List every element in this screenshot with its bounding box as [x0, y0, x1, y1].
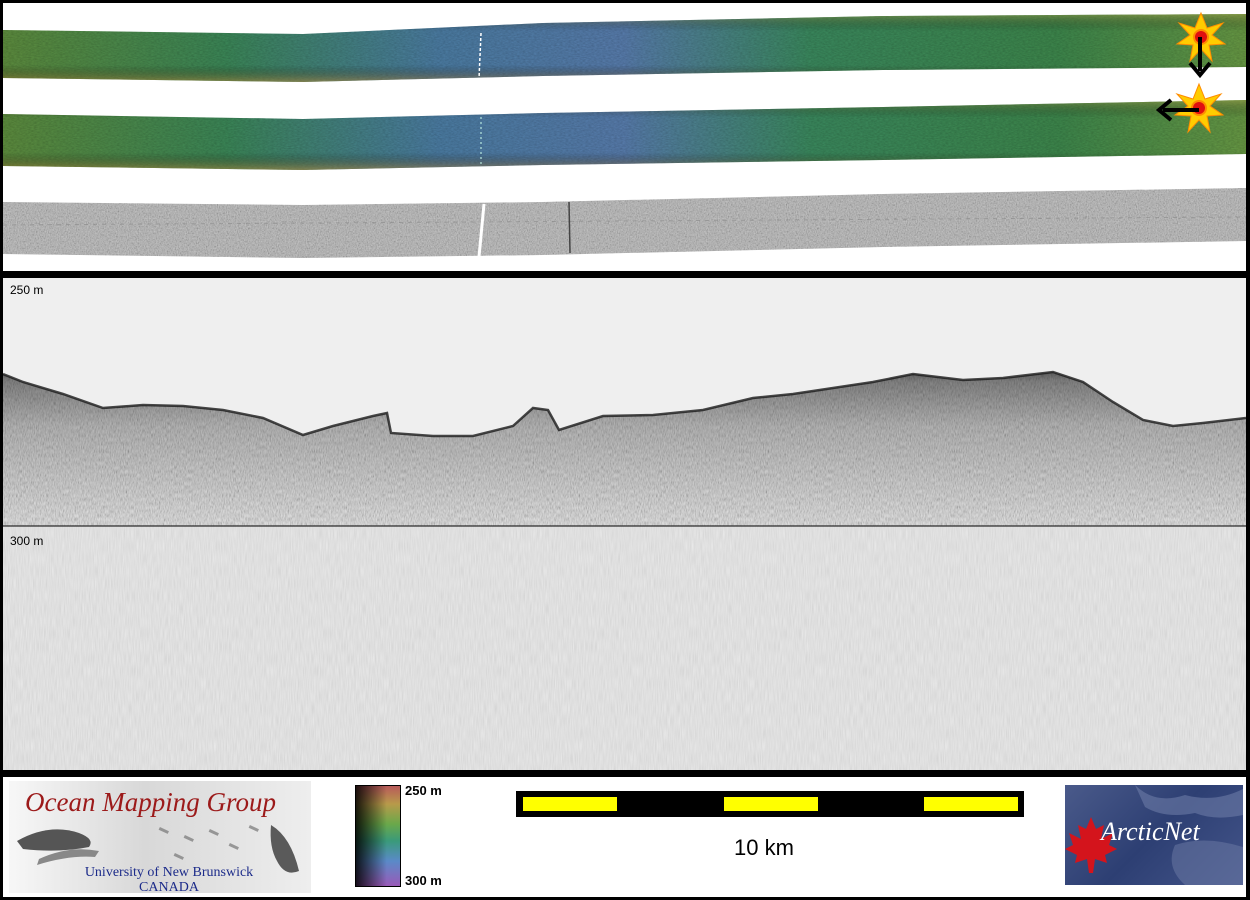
- maple-leaf-icon: [1065, 817, 1117, 873]
- color-ramp-shading: [356, 786, 400, 886]
- omg-logo-graphic: [17, 824, 299, 873]
- profile-svg: [3, 370, 1246, 770]
- arrow-down-icon: [1188, 37, 1212, 79]
- bathymetry-swath-1: [3, 14, 1246, 82]
- depth-label-top: 250 m: [10, 283, 44, 297]
- arcticnet-logo-text: ArcticNet: [1101, 817, 1200, 846]
- scale-bar-segment: [523, 797, 617, 811]
- omg-logo-subtitle-country: CANADA: [139, 880, 199, 895]
- arcticnet-logo-graphic: [1065, 785, 1243, 885]
- bathymetry-swath-2: [3, 100, 1246, 170]
- scale-bar-segment: [924, 797, 1018, 811]
- omg-logo-subtitle-university: University of New Brunswick: [84, 865, 254, 880]
- arrow-left-icon: [1155, 98, 1199, 122]
- seabed-line: [3, 370, 1246, 438]
- depth-label-mid: 300 m: [10, 534, 44, 548]
- scale-bar-label: 10 km: [734, 835, 794, 860]
- arcticnet-logo: ArcticNet: [1065, 785, 1243, 885]
- scale-bar: [516, 791, 1024, 817]
- backscatter-swath: [3, 188, 1246, 258]
- swath-svg: [3, 11, 1246, 258]
- lower-noise: [3, 526, 1246, 770]
- omg-logo: Ocean Mapping Group University of New Br…: [9, 781, 311, 895]
- omg-logo-title: Ocean Mapping Group: [25, 787, 276, 817]
- color-ramp-top-label: 250 m: [405, 783, 442, 798]
- swath-panel: [3, 3, 1246, 271]
- seabed-reflector: [3, 372, 1246, 526]
- color-ramp-bottom-label: 300 m: [405, 873, 442, 888]
- scale-bar-segment: [724, 797, 818, 811]
- subbottom-profile-panel: 250 m 300 m: [3, 278, 1246, 770]
- legend-footer: Ocean Mapping Group University of New Br…: [3, 777, 1246, 897]
